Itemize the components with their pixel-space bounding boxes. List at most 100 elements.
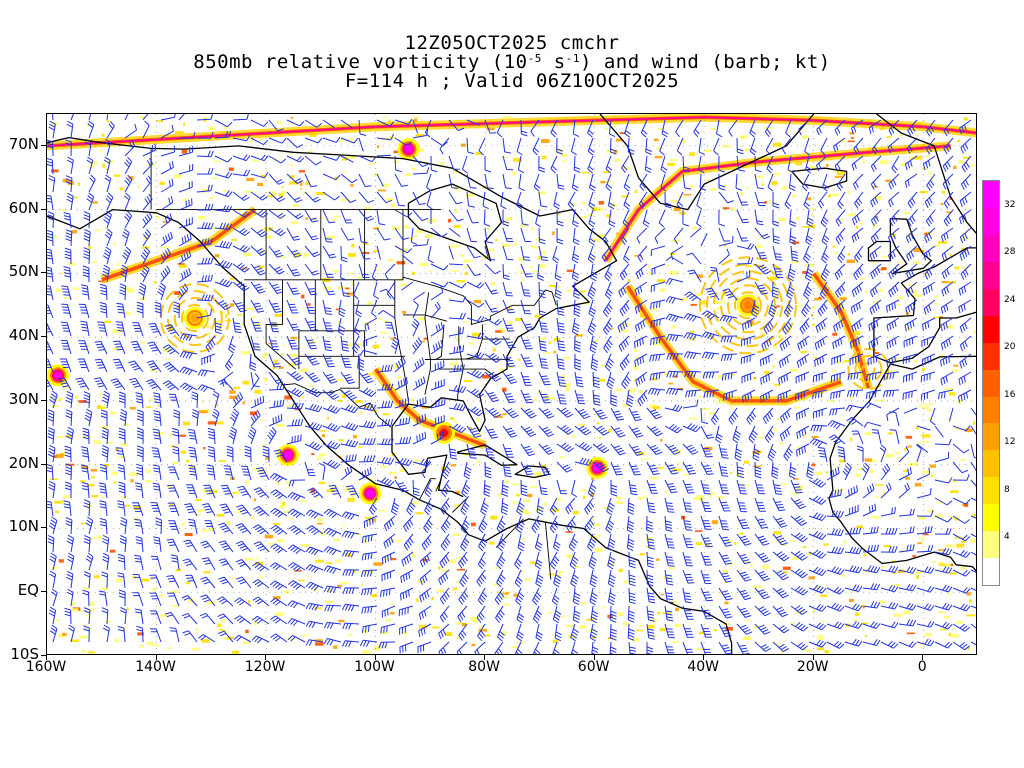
wind-barb <box>286 227 301 241</box>
wind-barb <box>64 445 72 463</box>
wind-barb <box>682 569 695 584</box>
wind-barb <box>124 174 133 193</box>
wind-barb <box>124 123 137 139</box>
wind-barb <box>412 209 429 222</box>
lat-tick <box>41 655 46 656</box>
colorbar-segment <box>983 396 999 424</box>
wind-barb <box>502 173 512 190</box>
greenland <box>599 114 815 211</box>
wind-barb <box>923 299 936 315</box>
wind-barb <box>170 554 180 571</box>
wind-barb <box>779 425 792 442</box>
wind-barb <box>497 533 507 552</box>
wind-barb <box>851 119 864 135</box>
western-europe <box>873 247 976 364</box>
wind-barb <box>269 580 288 590</box>
wind-barb <box>304 173 318 188</box>
wind-barb <box>232 317 242 334</box>
wind-barb <box>905 227 918 244</box>
wind-barb <box>754 245 768 260</box>
wind-barb <box>880 482 892 499</box>
wind-barb <box>197 384 216 393</box>
wind-barb <box>538 443 555 455</box>
wind-barb <box>790 550 808 561</box>
wind-barb <box>226 445 234 463</box>
wind-barb <box>646 642 654 654</box>
wind-barb <box>536 497 544 516</box>
wind-barb <box>570 137 577 156</box>
wind-barb <box>698 137 706 156</box>
wind-barb <box>164 324 180 337</box>
wind-barb <box>124 210 133 229</box>
wind-barb <box>772 551 790 562</box>
wind-barb <box>394 118 413 125</box>
wind-barb <box>146 360 162 373</box>
wind-barb <box>682 623 694 638</box>
wind-barb <box>439 137 450 155</box>
wind-barb <box>693 119 702 138</box>
wind-barb <box>338 299 346 318</box>
wind-barb <box>682 515 693 531</box>
wind-barb <box>556 317 566 334</box>
wind-barb <box>48 480 56 499</box>
wind-barb <box>394 191 406 207</box>
wind-barb <box>532 605 543 624</box>
wind-barb <box>530 119 540 137</box>
wind-barb <box>827 420 846 430</box>
wind-barb <box>323 585 342 594</box>
wind-barb <box>49 390 58 409</box>
wind-barb <box>589 335 598 354</box>
wind-barb <box>66 120 74 139</box>
wind-barb <box>887 245 900 262</box>
wind-barb <box>904 317 918 332</box>
wind-barb <box>812 371 828 383</box>
wind-barb <box>250 154 269 162</box>
wind-barb <box>286 434 302 445</box>
wind-barb <box>342 640 360 648</box>
wind-barb <box>84 408 93 427</box>
wind-barb <box>520 281 531 297</box>
wind-barb <box>52 114 54 121</box>
wind-barb <box>448 443 458 460</box>
wind-barb <box>551 587 560 606</box>
wind-barb <box>305 602 324 611</box>
wind-barb <box>886 353 900 367</box>
wind-barb <box>286 209 304 220</box>
wind-barb <box>879 444 887 463</box>
wind-barb <box>138 282 147 301</box>
wind-barb <box>618 281 630 298</box>
wind-barb <box>179 382 198 393</box>
wind-barb <box>286 353 302 366</box>
gulf-low <box>440 428 449 437</box>
wind-barb <box>941 227 954 243</box>
wind-barb <box>538 335 548 352</box>
wind-barb <box>817 191 828 209</box>
wind-barb <box>790 515 808 526</box>
plot-title: 12Z05OCT2025 cmchr 850mb relative vortic… <box>0 34 1024 91</box>
wind-barb <box>322 119 335 129</box>
wind-barb <box>47 464 54 481</box>
wind-barb <box>106 114 109 121</box>
wind-barb <box>394 356 406 373</box>
lon-tick <box>922 655 924 660</box>
wind-barb <box>323 527 342 537</box>
wind-barb <box>533 173 541 192</box>
wind-barb <box>799 317 810 335</box>
wind-barb <box>102 390 110 409</box>
wind-barb <box>340 119 353 129</box>
wind-barb <box>268 245 284 258</box>
wind-barb <box>664 623 676 639</box>
wind-barb <box>687 269 702 283</box>
wind-barb <box>851 209 864 226</box>
wind-barb <box>376 383 394 391</box>
wind-barb <box>205 335 216 353</box>
wind-barb <box>868 119 882 135</box>
wind-barb <box>870 227 882 244</box>
wind-barb <box>340 281 350 298</box>
wind-barb <box>197 203 214 211</box>
wind-barb <box>401 551 414 567</box>
wind-barb <box>783 443 793 462</box>
wind-barb <box>398 605 414 617</box>
wind-barb <box>592 389 601 406</box>
wind-barb <box>496 551 506 570</box>
